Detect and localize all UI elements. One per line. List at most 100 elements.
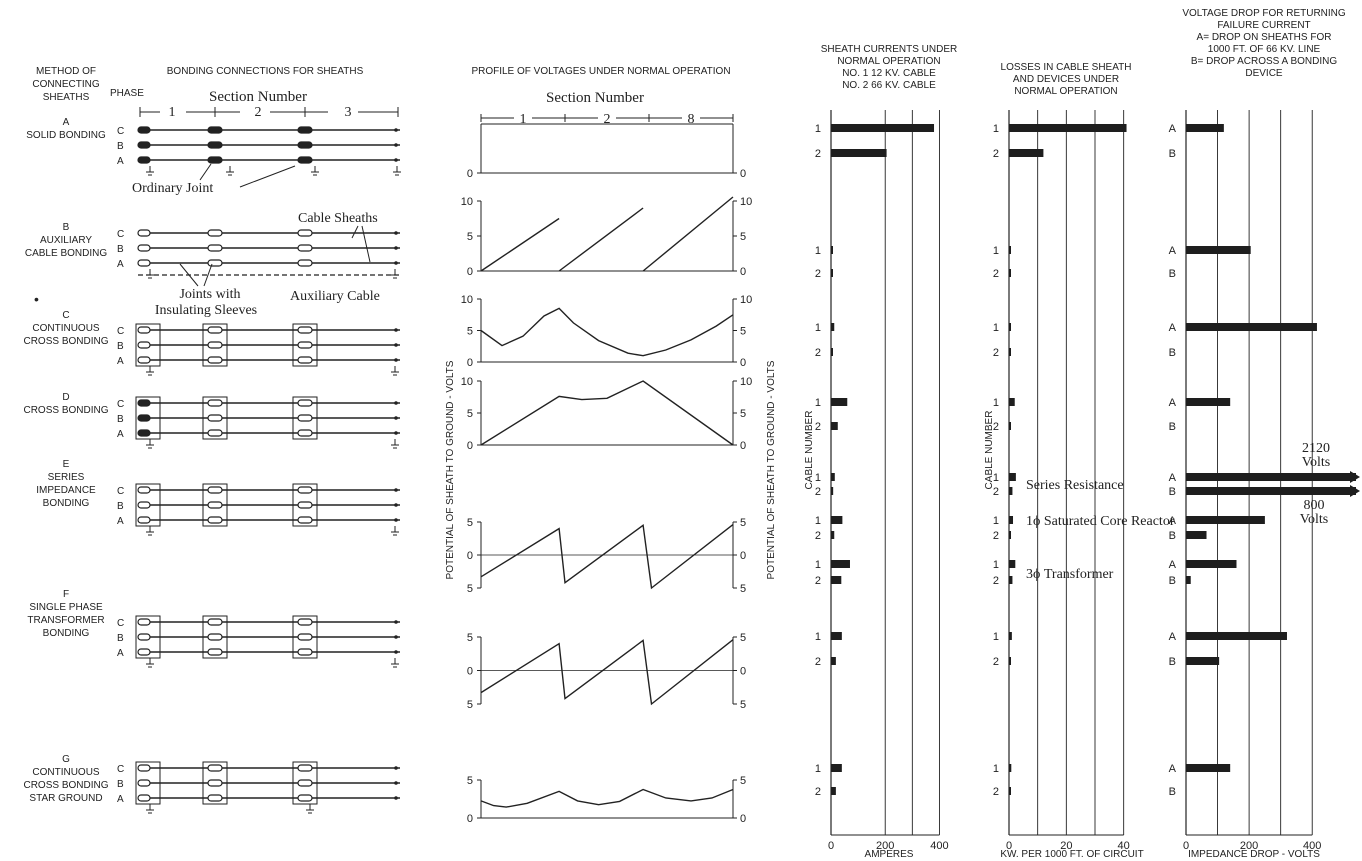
cable-joint — [207, 356, 223, 364]
profile-left-tick-label: 5 — [467, 775, 473, 787]
profile-curve-segment-1 — [480, 307, 734, 357]
cable-joint — [297, 648, 313, 656]
phase-label-a-f: A — [117, 648, 124, 659]
profile-right-tick-label: 0 — [740, 666, 746, 678]
cross-bond-loop — [135, 323, 161, 367]
x-tick-label: 0 — [1006, 840, 1012, 852]
offscale-a-value: 2120 — [1302, 441, 1330, 456]
cable-joint — [297, 794, 313, 802]
cable-joint — [297, 156, 313, 164]
profile-left-tick-label: 0 — [467, 168, 473, 180]
sheath-terminal — [137, 618, 151, 626]
phase-label-a-b: A — [117, 259, 124, 270]
cable-joint — [297, 764, 313, 772]
profile-left-tick-label: 5 — [467, 326, 473, 338]
profile-right-tick-label: 0 — [740, 266, 746, 278]
bar-1 — [831, 246, 833, 254]
legend-saturated-core-reactor: 1ϕ Saturated Core Reactor — [1026, 514, 1175, 529]
profile-curve-segment-1 — [480, 788, 734, 808]
phase-label-c-e: C — [117, 486, 124, 497]
cable-joint — [297, 486, 313, 494]
cable-joint — [207, 429, 223, 437]
profile-header: PROFILE OF VOLTAGES UNDER NORMAL OPERATI… — [471, 66, 730, 77]
profile-curve-segment-2 — [558, 207, 644, 272]
method-f-name-3: BONDING — [43, 628, 90, 639]
offscale-arrow — [1350, 485, 1360, 497]
sheath-currents-title-4: NO. 2 66 KV. CABLE — [842, 80, 936, 91]
row-label-a: A — [1169, 472, 1177, 484]
sheath-terminal — [137, 399, 151, 407]
bar-a — [1186, 124, 1224, 132]
row-label-b: B — [1169, 530, 1176, 542]
row-label-1: 1 — [815, 559, 821, 571]
cross-bond-loop — [292, 396, 318, 440]
sheath-terminal — [137, 429, 151, 437]
phase-label-a-d: A — [117, 429, 124, 440]
sheath-terminal — [137, 356, 151, 364]
method-f-letter: F — [63, 589, 69, 600]
bar-2 — [831, 487, 834, 495]
profile-left-tick-label: 10 — [461, 196, 473, 208]
bar-1 — [1009, 246, 1011, 254]
bar-b — [1186, 576, 1191, 584]
row-label-2: 2 — [993, 486, 999, 498]
sheath-losses-ylabel: CABLE NUMBER — [984, 411, 995, 490]
cable-joint — [297, 259, 313, 267]
profile-right-tick-label: 0 — [740, 550, 746, 562]
cable-joint — [297, 516, 313, 524]
profile-left-tick-label: 0 — [467, 550, 473, 562]
phase-label-c-f: C — [117, 618, 124, 629]
cable-joint — [297, 229, 313, 237]
sheath-currents-title-2: NORMAL OPERATION — [837, 56, 940, 67]
bonding-section-1: 1 — [169, 105, 176, 120]
cable-joint — [207, 326, 223, 334]
profile-left-tick-label: 5 — [467, 583, 473, 595]
bar-1 — [1009, 473, 1016, 481]
sheath-terminal — [137, 779, 151, 787]
sheath-losses-xlabel: KW. PER 1000 FT. OF CIRCUIT — [1000, 849, 1143, 860]
voltage-drop-title-2: FAILURE CURRENT — [1217, 20, 1310, 31]
cable-joint — [207, 399, 223, 407]
profile-section-number-label: Section Number — [546, 90, 644, 106]
wire-end-dot — [394, 416, 398, 420]
cable-joint — [297, 341, 313, 349]
profile-bracket-gap — [598, 110, 616, 124]
bonding-diagram-f — [135, 615, 400, 668]
bonding-header: BONDING CONNECTIONS FOR SHEATHS — [167, 66, 364, 77]
row-label-1: 1 — [815, 123, 821, 135]
row-label-1: 1 — [993, 245, 999, 257]
bonding-section-bracket — [139, 107, 399, 117]
bonding-section-2: 2 — [255, 105, 262, 120]
profile-right-tick-label: 0 — [740, 168, 746, 180]
row-label-2: 2 — [815, 347, 821, 359]
annotation-cable-sheaths: Cable Sheaths — [298, 211, 378, 226]
wire-end-dot — [394, 358, 398, 362]
profile-left-tick-label: 5 — [467, 231, 473, 243]
row-label-1: 1 — [815, 397, 821, 409]
bar-b — [1186, 531, 1207, 539]
wire-end-dot — [394, 261, 398, 265]
cable-joint — [297, 399, 313, 407]
offscale-a-unit: Volts — [1302, 455, 1331, 470]
profile-right-tick-label: 5 — [740, 326, 746, 338]
cable-joint — [297, 326, 313, 334]
row-label-a: A — [1169, 631, 1177, 643]
phase-label-b-a: B — [117, 141, 124, 152]
phase-label-b-c: B — [117, 341, 124, 352]
bar-1 — [1009, 764, 1012, 772]
sheath-losses-title-1: LOSSES IN CABLE SHEATH — [1001, 62, 1132, 73]
cable-sheaths-arrow-2 — [361, 225, 371, 263]
row-label-2: 2 — [993, 148, 999, 160]
row-label-2: 2 — [815, 575, 821, 587]
sheath-terminal — [137, 341, 151, 349]
bonding-diagram-c — [135, 323, 400, 376]
bar-a — [1186, 764, 1231, 772]
cable-joint — [297, 356, 313, 364]
cable-joint — [297, 429, 313, 437]
phase-label-b-g: B — [117, 779, 124, 790]
method-header-line-3: SHEATHS — [43, 92, 90, 103]
method-e-letter: E — [63, 459, 70, 470]
profile-left-tick-label: 0 — [467, 266, 473, 278]
